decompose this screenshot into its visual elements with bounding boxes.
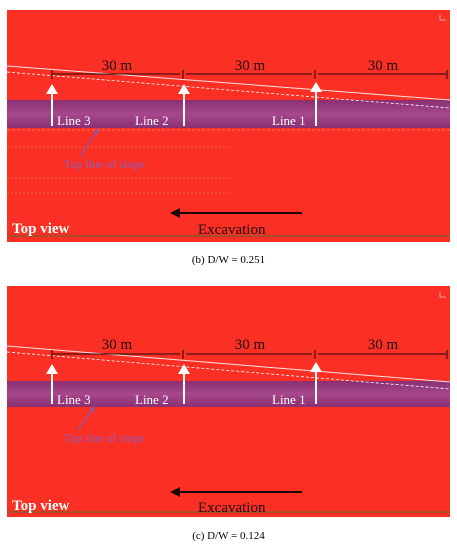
dimension-label: 30 m bbox=[235, 337, 266, 353]
line-label: Line 3 bbox=[57, 392, 91, 407]
slope-line-upper bbox=[6, 65, 451, 101]
panel-b: 30 m 30 m 30 m Line 3 Line 2 Line 1 Top … bbox=[0, 0, 457, 252]
line-label: Line 1 bbox=[272, 392, 306, 407]
line-label: Line 3 bbox=[57, 113, 91, 128]
line-label: Line 1 bbox=[272, 113, 306, 128]
caption-b: (b) D/W = 0.251 bbox=[191, 254, 266, 266]
slope-label: Top line of slope bbox=[64, 157, 145, 171]
excavation-strip bbox=[7, 100, 450, 128]
panel-c-drawing: 30 m 30 m 30 m Line 3 Line 2 Line 1 Top … bbox=[6, 286, 451, 517]
slope-pointer bbox=[79, 131, 97, 158]
dimension-label: 30 m bbox=[368, 337, 399, 353]
view-label: Top view bbox=[12, 498, 70, 514]
slope-line-upper bbox=[6, 345, 451, 383]
caption-c: (c) D/W = 0.124 bbox=[192, 530, 265, 542]
panel-c: 30 m 30 m 30 m Line 3 Line 2 Line 1 Top … bbox=[0, 282, 457, 522]
slope-line-lower bbox=[6, 71, 451, 109]
dimension-label: 30 m bbox=[368, 58, 399, 74]
dimension-lines bbox=[51, 350, 448, 359]
line-label: Line 2 bbox=[135, 113, 169, 128]
panel-b-drawing: 30 m 30 m 30 m Line 3 Line 2 Line 1 Top … bbox=[6, 10, 451, 242]
slope-pointer bbox=[77, 409, 93, 431]
dimension-label: 30 m bbox=[235, 58, 266, 74]
view-label: Top view bbox=[12, 221, 70, 237]
line-arrows bbox=[46, 82, 322, 126]
excavation-label: Excavation bbox=[198, 222, 266, 238]
excavation-label: Excavation bbox=[198, 500, 266, 516]
slope-label: Top line of slope bbox=[64, 431, 145, 445]
dimension-lines bbox=[51, 70, 448, 79]
line-arrows bbox=[46, 362, 322, 404]
slope-line-lower bbox=[6, 351, 451, 390]
excavation-strip bbox=[7, 381, 450, 407]
dimension-label: 30 m bbox=[102, 58, 133, 74]
dimension-label: 30 m bbox=[102, 337, 133, 353]
line-label: Line 2 bbox=[135, 392, 169, 407]
